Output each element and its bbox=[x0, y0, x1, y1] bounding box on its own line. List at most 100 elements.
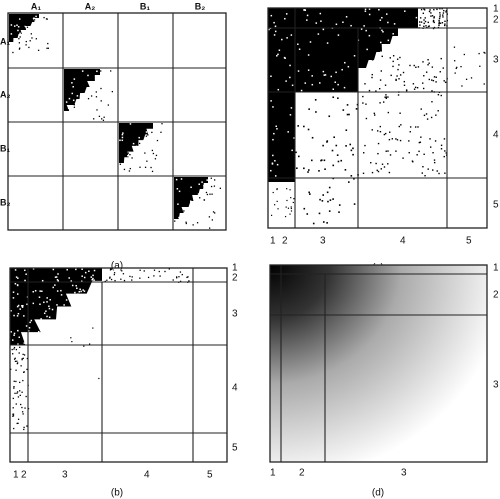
dot bbox=[100, 100, 102, 102]
dot bbox=[192, 224, 194, 226]
gap bbox=[311, 83, 314, 86]
gap bbox=[27, 330, 30, 332]
gap bbox=[10, 24, 13, 26]
dot bbox=[309, 193, 311, 195]
row-label: 1 bbox=[493, 4, 499, 15]
gap bbox=[273, 132, 275, 135]
gap bbox=[95, 85, 98, 88]
dot bbox=[385, 94, 387, 96]
dot bbox=[442, 16, 444, 18]
dot bbox=[439, 71, 441, 73]
dot bbox=[431, 15, 434, 17]
dot bbox=[420, 136, 422, 138]
gap bbox=[291, 149, 293, 152]
gap bbox=[92, 324, 94, 327]
dot bbox=[208, 216, 211, 218]
gap bbox=[389, 115, 392, 117]
gap bbox=[25, 273, 27, 275]
gap bbox=[39, 290, 41, 292]
gap bbox=[300, 89, 303, 92]
dot bbox=[396, 139, 399, 141]
gap bbox=[145, 131, 148, 133]
gap bbox=[414, 152, 416, 155]
dot bbox=[16, 422, 18, 425]
gap bbox=[367, 165, 369, 168]
gap bbox=[17, 29, 19, 32]
dot bbox=[214, 212, 216, 214]
panel-a-grid bbox=[8, 13, 226, 230]
gap bbox=[390, 104, 392, 106]
dot bbox=[423, 114, 426, 117]
column-label: 3 bbox=[62, 470, 68, 481]
gap bbox=[17, 277, 19, 279]
dot bbox=[348, 113, 350, 116]
dot bbox=[439, 14, 441, 16]
gap bbox=[96, 326, 98, 328]
dot bbox=[389, 57, 391, 59]
dot bbox=[362, 172, 365, 175]
gap bbox=[35, 15, 37, 18]
gap bbox=[93, 269, 96, 272]
gap bbox=[94, 323, 96, 326]
gap bbox=[418, 19, 420, 22]
gap bbox=[340, 108, 343, 111]
dot bbox=[287, 207, 290, 209]
dot bbox=[398, 78, 400, 80]
dot bbox=[362, 152, 365, 154]
gap bbox=[24, 39, 26, 42]
dot bbox=[385, 97, 387, 100]
gap bbox=[443, 133, 445, 136]
dot bbox=[371, 129, 373, 131]
row-label: 5 bbox=[232, 443, 238, 454]
gap bbox=[203, 184, 205, 187]
gap bbox=[317, 33, 320, 35]
dot bbox=[379, 102, 381, 104]
gap bbox=[86, 105, 89, 108]
gap bbox=[97, 77, 99, 79]
dot bbox=[131, 276, 133, 278]
dot bbox=[13, 348, 15, 350]
gap bbox=[428, 35, 430, 37]
dot bbox=[444, 172, 446, 174]
gap bbox=[334, 81, 337, 83]
dot bbox=[315, 111, 317, 113]
dot bbox=[418, 141, 421, 144]
gap bbox=[360, 112, 363, 114]
gap bbox=[358, 131, 361, 134]
dot bbox=[131, 279, 133, 281]
dot bbox=[43, 16, 45, 19]
dot bbox=[13, 380, 15, 382]
gap bbox=[274, 30, 277, 33]
gap bbox=[77, 334, 80, 336]
gap bbox=[312, 127, 314, 130]
gap bbox=[194, 217, 197, 220]
dot bbox=[427, 25, 430, 28]
dot bbox=[376, 169, 378, 172]
gap bbox=[91, 86, 94, 89]
dot bbox=[286, 188, 288, 190]
dot bbox=[110, 268, 112, 270]
gap bbox=[66, 325, 69, 327]
dot bbox=[431, 101, 433, 103]
dot bbox=[483, 83, 485, 85]
dot bbox=[427, 59, 429, 61]
gap bbox=[330, 75, 333, 78]
gap bbox=[138, 136, 140, 139]
gap bbox=[14, 39, 17, 41]
gap bbox=[71, 82, 73, 84]
dot bbox=[429, 138, 431, 140]
gap bbox=[205, 198, 207, 200]
dot bbox=[297, 125, 299, 127]
gap bbox=[200, 217, 202, 219]
gap bbox=[140, 145, 143, 147]
dot bbox=[320, 159, 322, 162]
dot bbox=[377, 170, 380, 173]
panel-c-grid bbox=[268, 8, 487, 228]
gap bbox=[52, 286, 54, 289]
dot bbox=[403, 84, 406, 86]
gap bbox=[306, 19, 308, 21]
gap bbox=[426, 152, 428, 155]
dot bbox=[20, 14, 22, 16]
dot bbox=[428, 62, 430, 64]
